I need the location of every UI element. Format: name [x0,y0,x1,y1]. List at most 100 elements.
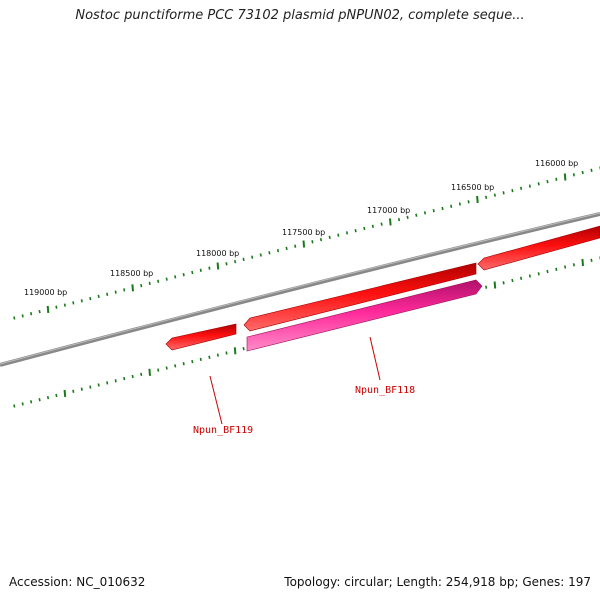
gene-label-npun-bf119[interactable]: Npun_BF119 [193,425,253,436]
outer-minor-tick [114,290,117,294]
outer-minor-tick [511,188,514,193]
inner-minor-tick [46,395,50,400]
outer-minor-tick [234,259,237,264]
outer-minor-tick [13,316,16,320]
inner-minor-tick [72,389,75,393]
outer-minor-tick [106,292,109,296]
outer-minor-tick [174,275,177,279]
inner-minor-tick [80,387,83,391]
outer-minor-tick [493,193,496,197]
scale-label-118500: 118500 bp [110,269,153,278]
topology-summary: Topology: circular; Length: 254,918 bp; … [284,575,591,589]
inner-minor-tick [182,362,185,366]
outer-minor-tick [140,283,143,288]
outer-major-tick [131,284,134,292]
outer-minor-tick [423,211,427,215]
outer-minor-tick [590,168,593,172]
label-line-npun-bf118 [369,336,381,381]
outer-major-tick [216,262,220,270]
outer-minor-tick [467,200,470,204]
outer-minor-tick [319,237,323,242]
gene-adjacent-forward[interactable] [243,262,477,332]
outer-minor-tick [97,294,100,299]
inner-minor-tick [38,398,41,402]
inner-minor-tick [131,374,134,379]
outer-minor-tick [485,195,488,199]
outer-minor-tick [157,279,160,283]
inner-major-tick [63,389,67,397]
outer-minor-tick [546,179,549,184]
outer-major-tick [389,218,392,226]
outer-minor-tick [458,202,461,206]
gene-npun-bf118[interactable] [246,279,483,352]
inner-minor-tick [106,381,109,385]
inner-minor-tick [242,347,245,351]
sequence-backbone [0,212,600,367]
inner-minor-tick [157,368,160,372]
outer-minor-tick [148,281,151,286]
outer-minor-tick [165,277,168,281]
outer-minor-tick [345,231,349,235]
inner-minor-tick [590,258,593,262]
outer-major-tick [302,240,306,248]
outer-minor-tick [328,235,331,240]
outer-minor-tick [242,257,245,262]
inner-minor-tick [191,359,194,364]
scale-label-116000: 116000 bp [535,159,578,168]
outer-minor-tick [415,213,418,217]
inner-major-tick [581,258,584,267]
outer-minor-tick [397,217,401,222]
inner-minor-tick [225,351,228,355]
page-title: Nostoc punctiforme PCC 73102 plasmid pNP… [75,8,525,23]
outer-minor-tick [380,222,383,226]
inner-minor-tick [89,385,92,389]
scale-label-118000: 118000 bp [196,249,239,258]
inner-minor-tick [123,376,126,381]
outer-minor-tick [191,270,194,275]
gene-right-forward[interactable] [477,225,600,271]
outer-minor-tick [311,240,314,244]
gene-label-npun-bf118[interactable]: Npun_BF118 [355,385,415,396]
inner-minor-tick [572,263,575,267]
gene-npun-bf119[interactable] [165,323,237,351]
outer-minor-tick [30,312,33,316]
inner-minor-tick [520,276,523,280]
outer-minor-tick [520,186,523,190]
inner-minor-tick [21,402,24,406]
inner-minor-tick [564,265,567,269]
inner-minor-tick [208,355,211,359]
inner-minor-tick [55,393,58,398]
outer-minor-tick [259,253,262,257]
outer-minor-tick [199,268,202,272]
scale-label-119000: 119000 bp [24,288,67,297]
outer-minor-tick [406,215,409,220]
outer-minor-tick [555,177,558,181]
inner-minor-tick [97,383,100,387]
inner-minor-tick [140,372,143,377]
inner-minor-tick [216,353,219,357]
outer-minor-tick [285,246,288,251]
scale-label-116500: 116500 bp [451,183,494,192]
outer-minor-tick [55,305,58,309]
outer-minor-tick [537,182,540,186]
outer-major-tick [563,173,567,181]
scale-label-117500: 117500 bp [282,228,325,237]
outer-minor-tick [63,303,66,307]
outer-minor-tick [432,209,435,213]
scale-label-117000: 117000 bp [367,206,410,215]
outer-major-tick [476,195,479,204]
outer-minor-tick [276,248,280,253]
inner-minor-tick [537,272,540,276]
outer-minor-tick [225,262,228,266]
outer-minor-tick [363,226,366,231]
outer-minor-tick [450,204,453,208]
outer-minor-tick [21,314,24,318]
outer-minor-tick [80,299,83,303]
inner-minor-tick [485,285,488,289]
label-line-npun-bf119 [209,375,223,425]
outer-minor-tick [38,309,41,314]
inner-minor-tick [30,400,33,404]
outer-minor-tick [72,301,75,305]
inner-major-tick [148,368,151,376]
